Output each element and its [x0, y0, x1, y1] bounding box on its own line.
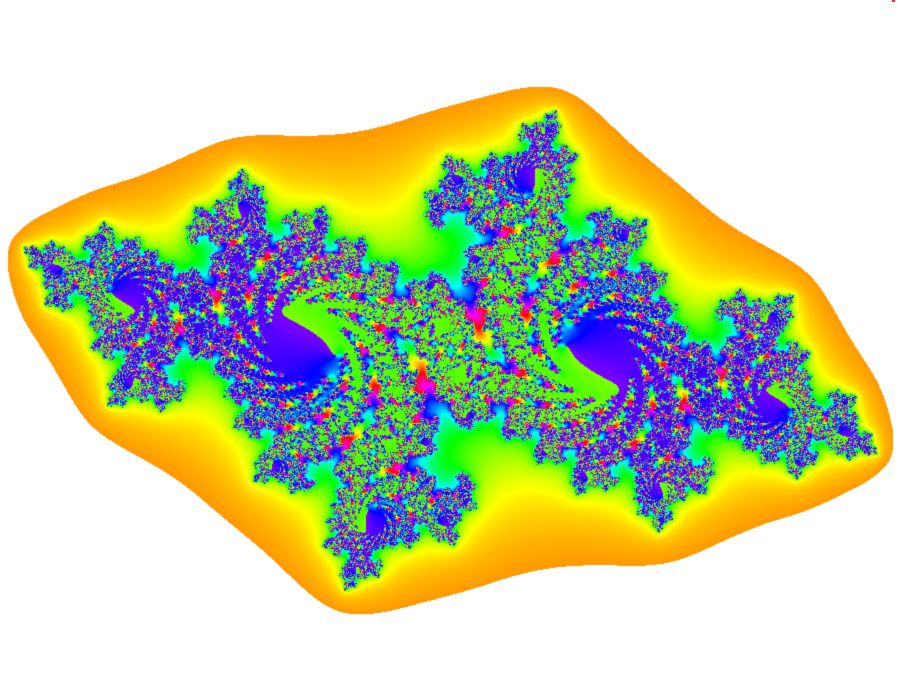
corner-mark	[892, 0, 895, 2]
